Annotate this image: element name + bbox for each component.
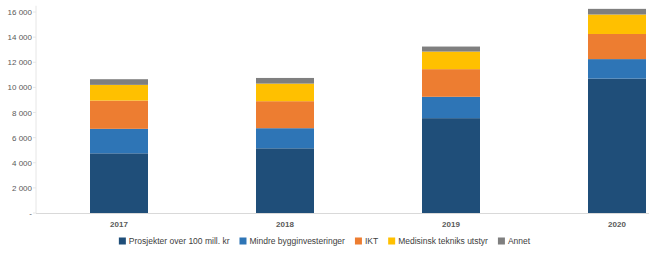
bar-segment <box>588 59 646 78</box>
y-tick <box>33 37 36 38</box>
x-tick-label: 2018 <box>276 220 294 229</box>
y-tick-label: 12 000 <box>8 58 33 67</box>
bar-segment <box>588 79 646 213</box>
legend-label: Medisinsk tekniks utstyr <box>398 236 488 246</box>
bar-segment <box>90 79 148 85</box>
bar-segment <box>256 84 314 102</box>
y-tick-label: 14 000 <box>8 33 33 42</box>
legend-label: Prosjekter over 100 mill. kr <box>129 236 230 246</box>
bar-segment <box>588 34 646 59</box>
chart: - 2 000 4 000 6 000 8 000 10 000 12 000 14 000 1… <box>0 0 649 262</box>
y-tick <box>33 213 36 214</box>
bar-segment <box>90 85 148 101</box>
legend-swatch <box>388 238 395 245</box>
y-tick-label: 2 000 <box>12 184 33 193</box>
x-tick-label: 2020 <box>608 220 626 229</box>
legend: Prosjekter over 100 mill. kr Mindre byggi… <box>119 236 531 246</box>
bar-segment <box>90 129 148 153</box>
y-tick-label: 10 000 <box>8 83 33 92</box>
bar-segment <box>588 15 646 34</box>
legend-swatch <box>355 238 362 245</box>
bar-segment <box>588 9 646 15</box>
x-axis-line <box>36 213 649 214</box>
bar-segment <box>422 118 480 213</box>
bar-segment <box>422 97 480 118</box>
y-tick-label: 6 000 <box>12 134 33 143</box>
y-tick-label: - <box>29 209 32 218</box>
bar-segment <box>422 69 480 97</box>
bar-segment <box>256 101 314 128</box>
bar-segment <box>422 47 480 52</box>
bar-segment <box>90 153 148 213</box>
x-tick-label: 2017 <box>110 220 128 229</box>
y-tick <box>33 87 36 88</box>
bar-segment <box>256 78 314 84</box>
y-tick <box>33 187 36 188</box>
legend-swatch <box>498 238 505 245</box>
bar-segment <box>256 128 314 148</box>
legend-swatch <box>239 238 246 245</box>
legend-label: IKT <box>365 236 378 246</box>
y-tick <box>33 162 36 163</box>
bars <box>90 9 646 213</box>
y-tick-label: 4 000 <box>12 159 33 168</box>
y-tick <box>33 12 36 13</box>
bar-segment <box>256 148 314 213</box>
legend-swatch <box>119 238 126 245</box>
y-tick-label: 8 000 <box>12 109 33 118</box>
y-tick <box>33 62 36 63</box>
y-tick <box>33 112 36 113</box>
bar-segment <box>90 101 148 129</box>
x-tick-label: 2019 <box>442 220 460 229</box>
y-tick-label: 16 000 <box>8 8 33 17</box>
legend-label: Mindre bygginvesteringer <box>249 236 345 246</box>
bar-segment <box>422 52 480 70</box>
y-tick <box>33 137 36 138</box>
legend-label: Annet <box>508 236 531 246</box>
